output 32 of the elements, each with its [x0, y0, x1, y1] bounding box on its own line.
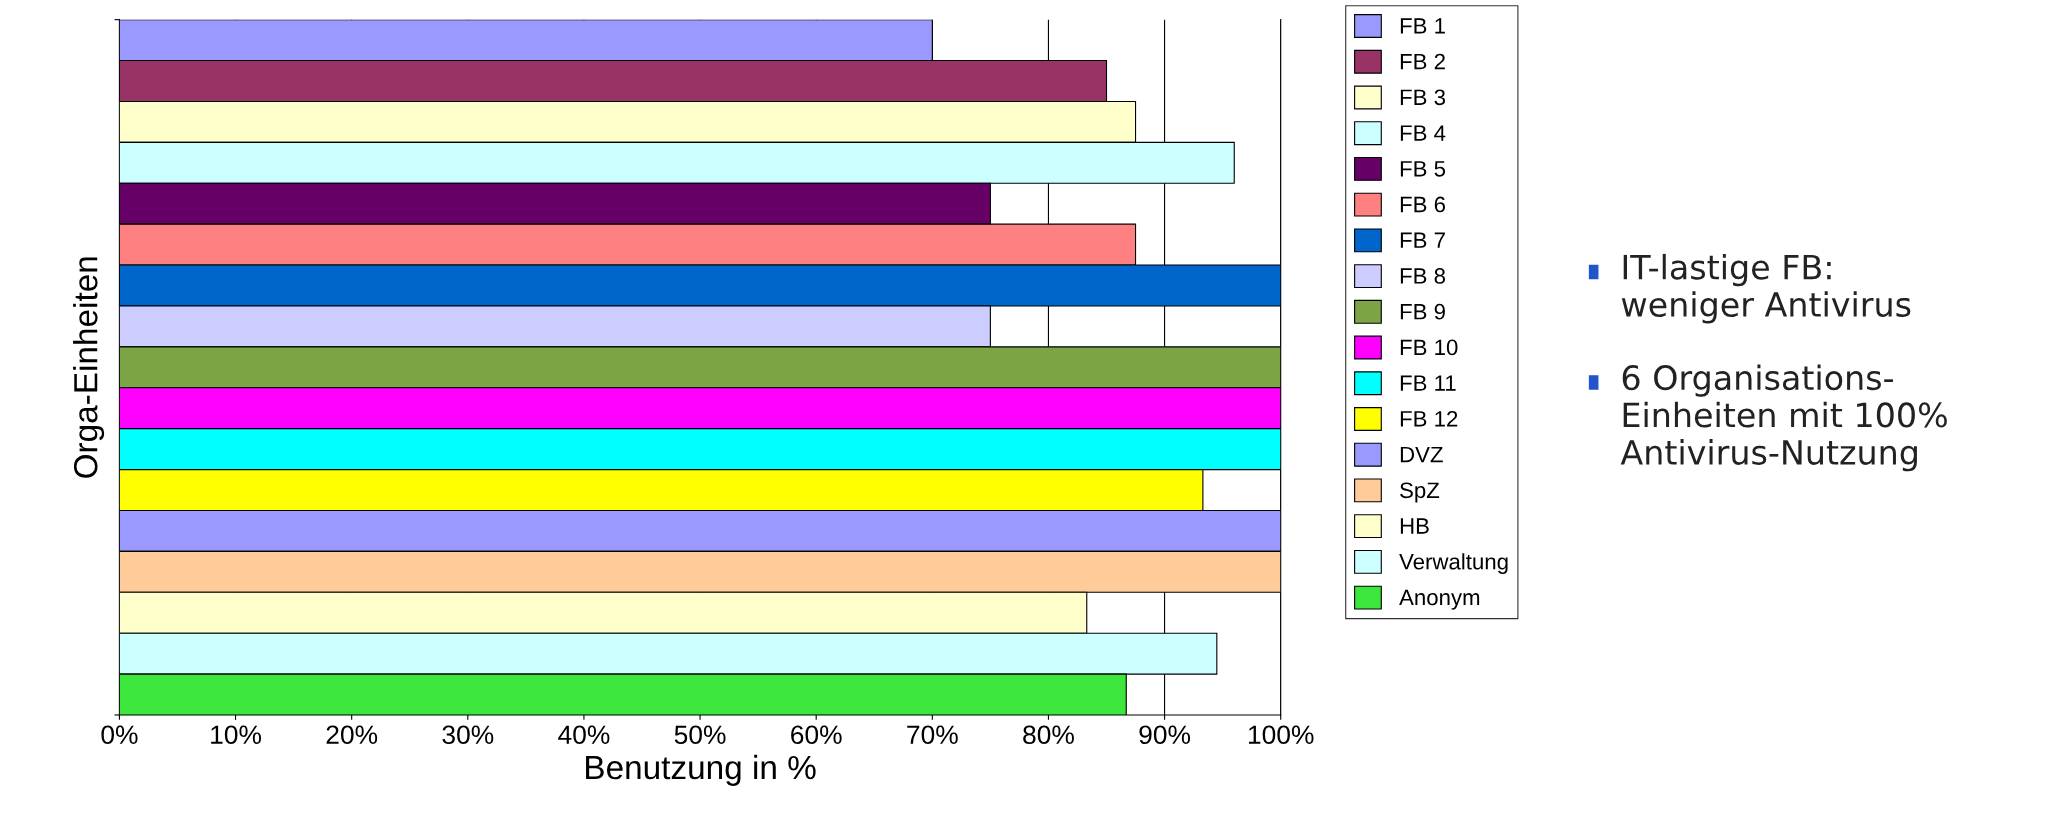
text: 6 Organisations- Einheiten mit 100% Antivirus-Nutzung	[1620, 364, 1947, 472]
legend-label: FB 7	[1400, 232, 1445, 248]
legend-label: Anonym	[1399, 589, 1480, 610]
x-tick-label: 0%	[101, 725, 138, 745]
legend-label: FB 5	[1400, 161, 1446, 177]
legend-label: FB 1	[1400, 18, 1445, 34]
legend-label: FB 3	[1400, 89, 1446, 106]
x-tick-label: 80%	[1023, 725, 1074, 745]
x-tick-label: 60%	[791, 725, 842, 745]
legend-label: FB 12	[1400, 410, 1458, 427]
y-axis-title: Orga-Einheiten	[73, 257, 105, 478]
x-tick-label: 40%	[558, 725, 610, 745]
legend-label: FB 8	[1400, 268, 1446, 284]
legend-label: FB 9	[1400, 303, 1445, 320]
text: IT-lastige FB: weniger Antivirus	[1621, 253, 1911, 324]
legend-label: Verwaltung	[1399, 553, 1508, 574]
x-axis-title: Benutzung in %	[586, 754, 816, 786]
legend-label: FB 4	[1400, 125, 1446, 141]
x-tick-label: 10%	[211, 725, 262, 745]
x-tick-label: 20%	[326, 725, 378, 745]
legend-label: FB 11	[1400, 375, 1456, 391]
legend-label: SpZ	[1400, 482, 1440, 503]
legend-label: FB 10	[1400, 339, 1458, 356]
x-tick-label: 100%	[1248, 725, 1314, 745]
x-tick-label: 30%	[442, 725, 494, 745]
x-tick-label: 70%	[907, 725, 958, 745]
legend-label: HB	[1400, 518, 1429, 534]
legend-label: FB 6	[1400, 196, 1446, 213]
x-tick-label: 50%	[674, 725, 726, 745]
x-tick-label: 90%	[1139, 725, 1191, 745]
legend-label: FB 2	[1400, 53, 1445, 70]
legend-label: DVZ	[1400, 446, 1443, 463]
